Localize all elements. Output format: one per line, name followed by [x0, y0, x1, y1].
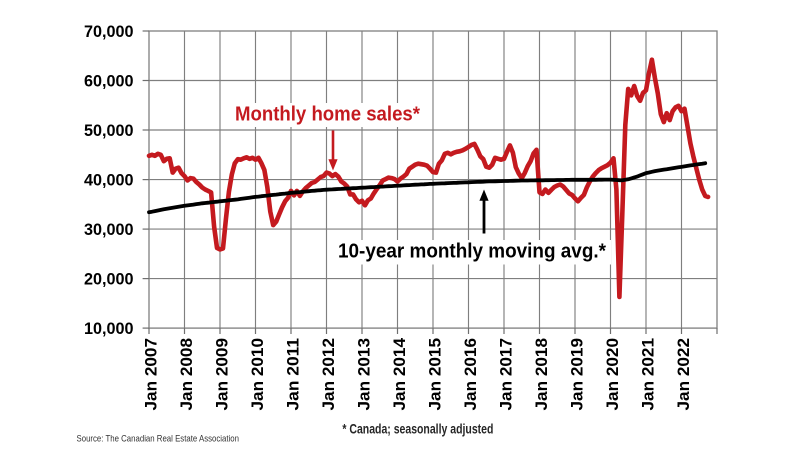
- svg-text:30,000: 30,000: [84, 220, 134, 239]
- svg-text:10,000: 10,000: [84, 319, 134, 338]
- svg-text:Jan 2013: Jan 2013: [355, 338, 374, 411]
- svg-text:Monthly home sales*: Monthly home sales*: [235, 103, 420, 125]
- svg-text:10-year monthly moving avg.*: 10-year monthly moving avg.*: [338, 239, 606, 262]
- svg-text:Jan 2009: Jan 2009: [213, 338, 232, 411]
- svg-text:Jan 2007: Jan 2007: [142, 338, 161, 411]
- svg-text:Jan 2008: Jan 2008: [177, 338, 196, 411]
- svg-text:60,000: 60,000: [84, 72, 134, 91]
- svg-text:Jan 2015: Jan 2015: [426, 338, 445, 411]
- svg-text:Jan 2010: Jan 2010: [248, 338, 267, 411]
- svg-text:Jan 2016: Jan 2016: [461, 338, 480, 411]
- svg-text:Jan 2014: Jan 2014: [390, 337, 409, 410]
- svg-text:Jan 2011: Jan 2011: [284, 338, 303, 411]
- svg-text:Source: The Canadian Real Esta: Source: The Canadian Real Estate Associa…: [77, 434, 240, 444]
- svg-text:Jan 2018: Jan 2018: [532, 338, 551, 411]
- svg-text:50,000: 50,000: [84, 121, 134, 140]
- svg-text:* Canada; seasonally adjusted: * Canada; seasonally adjusted: [342, 422, 493, 437]
- svg-text:70,000: 70,000: [84, 22, 134, 41]
- svg-text:Jan 2020: Jan 2020: [603, 338, 622, 411]
- svg-text:40,000: 40,000: [84, 171, 134, 190]
- svg-text:Jan 2012: Jan 2012: [319, 338, 338, 411]
- svg-text:Jan 2019: Jan 2019: [568, 338, 587, 411]
- svg-text:20,000: 20,000: [84, 270, 134, 289]
- svg-text:Jan 2022: Jan 2022: [674, 338, 693, 411]
- svg-text:Jan 2017: Jan 2017: [497, 338, 516, 411]
- svg-text:Jan 2021: Jan 2021: [639, 338, 658, 411]
